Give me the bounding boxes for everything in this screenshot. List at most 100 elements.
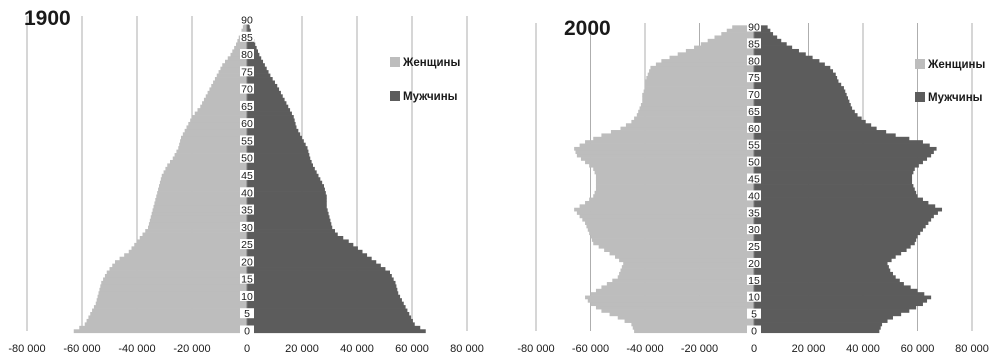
bar-male-age-40 bbox=[247, 191, 326, 195]
bar-male-age-65 bbox=[247, 104, 289, 109]
bar-male-age-66 bbox=[754, 106, 853, 111]
bar-female-age-12 bbox=[595, 288, 754, 293]
bar-male-age-42 bbox=[247, 184, 324, 188]
bar-male-age-26 bbox=[754, 241, 915, 246]
bar-female-age-24 bbox=[131, 246, 247, 251]
bar-female-age-40 bbox=[157, 191, 247, 195]
age-label-bg bbox=[240, 325, 254, 336]
age-label-bg bbox=[240, 118, 254, 129]
age-tick-label: 80 bbox=[748, 55, 760, 67]
bar-female-age-6 bbox=[601, 309, 754, 313]
bar-female-age-88 bbox=[242, 25, 248, 30]
bar-male-age-7 bbox=[754, 305, 917, 310]
bar-male-age-45 bbox=[247, 173, 319, 178]
bar-female-age-9 bbox=[587, 298, 754, 303]
bar-male-age-48 bbox=[247, 163, 313, 168]
bar-female-age-90 bbox=[732, 25, 754, 30]
bar-female-age-52 bbox=[176, 149, 247, 154]
bar-female-age-66 bbox=[639, 106, 754, 111]
bar-female-age-26 bbox=[593, 241, 754, 246]
bar-male-age-44 bbox=[247, 177, 321, 182]
bar-female-age-7 bbox=[595, 305, 754, 310]
bar-male-age-73 bbox=[247, 77, 273, 81]
bar-female-age-16 bbox=[104, 274, 247, 278]
bar-female-age-60 bbox=[188, 121, 247, 126]
age-label-bg bbox=[747, 274, 761, 285]
bar-male-age-88 bbox=[247, 25, 250, 30]
age-tick-label: 25 bbox=[748, 241, 760, 253]
bar-male-age-33 bbox=[247, 215, 330, 220]
age-tick-label: 60 bbox=[748, 123, 760, 135]
bar-male-age-19 bbox=[754, 265, 889, 269]
bar-female-age-3 bbox=[624, 319, 754, 323]
bar-female-age-78 bbox=[650, 65, 754, 70]
bar-male-age-1 bbox=[754, 325, 881, 330]
bar-male-age-4 bbox=[754, 315, 893, 320]
age-tick-label: 20 bbox=[748, 258, 760, 270]
age-tick-label: 45 bbox=[241, 170, 253, 182]
bar-male-age-25 bbox=[754, 244, 911, 249]
age-label-bg bbox=[240, 14, 254, 25]
bar-female-age-74 bbox=[645, 79, 754, 84]
bar-male-age-51 bbox=[754, 157, 928, 161]
series-female bbox=[574, 25, 755, 334]
bar-male-age-19 bbox=[247, 263, 381, 268]
bar-male-age-20 bbox=[754, 261, 888, 266]
bar-male-age-79 bbox=[247, 56, 262, 61]
bar-male-age-40 bbox=[754, 194, 918, 198]
bar-female-age-76 bbox=[220, 66, 247, 71]
bar-female-age-18 bbox=[109, 267, 247, 271]
bar-male-age-2 bbox=[754, 322, 883, 327]
bar-male-age-81 bbox=[754, 55, 813, 60]
bar-male-age-3 bbox=[247, 318, 413, 323]
bar-female-age-56 bbox=[585, 140, 754, 144]
bar-female-age-38 bbox=[585, 200, 754, 205]
bar-female-age-75 bbox=[646, 76, 754, 80]
age-label-bg bbox=[240, 204, 254, 215]
age-label-bg bbox=[747, 156, 761, 167]
bar-male-age-24 bbox=[754, 248, 907, 252]
x-tick-label: 0 bbox=[751, 343, 757, 355]
bar-male-age-80 bbox=[754, 59, 820, 63]
bar-male-age-3 bbox=[754, 319, 888, 323]
bar-male-age-45 bbox=[754, 177, 913, 182]
bar-female-age-76 bbox=[647, 72, 754, 77]
age-label-bg bbox=[747, 257, 761, 268]
bar-male-age-29 bbox=[247, 229, 335, 233]
bar-male-age-55 bbox=[754, 143, 930, 148]
bar-male-age-77 bbox=[754, 69, 834, 73]
bar-female-age-22 bbox=[615, 255, 754, 259]
pyramid-svg-2000: 0 5 10 15 20 25 30 35 40 45 50 55 60 65 70 75 80 85 90 -80 … bbox=[517, 17, 988, 355]
bar-female-age-58 bbox=[184, 128, 247, 133]
series-male bbox=[247, 18, 426, 334]
bar-female-age-82 bbox=[234, 45, 247, 50]
bar-male-age-84 bbox=[754, 45, 793, 50]
bar-female-age-65 bbox=[200, 104, 247, 109]
age-label-bg bbox=[240, 83, 254, 94]
age-label-bg bbox=[747, 55, 761, 66]
bar-female-age-23 bbox=[609, 251, 755, 256]
bar-male-age-46 bbox=[247, 170, 317, 175]
age-tick-label: 20 bbox=[241, 256, 253, 268]
bar-male-age-27 bbox=[247, 235, 344, 240]
bar-female-age-63 bbox=[634, 116, 754, 121]
bar-female-age-78 bbox=[225, 59, 247, 64]
bar-female-age-26 bbox=[137, 239, 247, 244]
bar-female-age-17 bbox=[619, 271, 754, 276]
bar-female-age-59 bbox=[610, 130, 754, 134]
bar-female-age-67 bbox=[640, 103, 754, 107]
x-tick-label: 20 000 bbox=[792, 343, 826, 355]
bar-male-age-62 bbox=[754, 119, 866, 124]
bar-male-age-52 bbox=[754, 153, 932, 158]
bar-male-age-12 bbox=[754, 288, 918, 293]
bar-female-age-22 bbox=[124, 253, 247, 258]
bar-male-age-25 bbox=[247, 242, 354, 247]
bar-male-age-72 bbox=[247, 80, 275, 85]
bar-female-age-1 bbox=[79, 325, 247, 330]
x-tick-label: 60 000 bbox=[395, 343, 429, 355]
bar-female-age-51 bbox=[580, 157, 754, 161]
bar-female-age-42 bbox=[159, 184, 247, 188]
bar-male-age-6 bbox=[754, 309, 910, 313]
age-label-bg bbox=[747, 291, 761, 302]
x-tick-label: 60 000 bbox=[901, 343, 935, 355]
